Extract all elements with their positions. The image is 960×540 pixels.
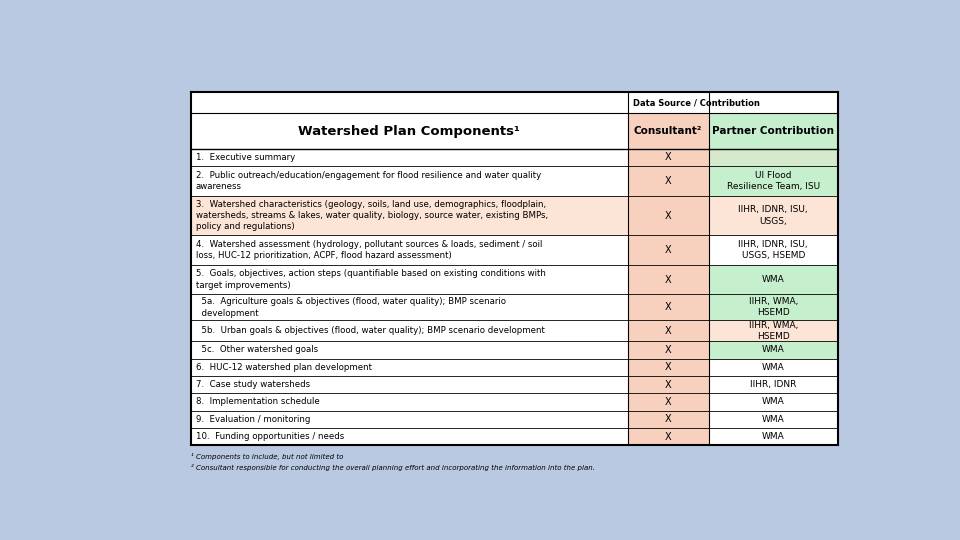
Bar <box>708 428 838 445</box>
Bar <box>191 428 628 445</box>
Text: 5a.  Agriculture goals & objectives (flood, water quality); BMP scenario
  devel: 5a. Agriculture goals & objectives (floo… <box>196 297 506 318</box>
Bar <box>708 359 838 376</box>
Text: IIHR, WMA,
HSEMD: IIHR, WMA, HSEMD <box>749 321 798 341</box>
Bar <box>191 149 628 166</box>
Text: 6.  HUC-12 watershed plan development: 6. HUC-12 watershed plan development <box>196 363 372 372</box>
Bar <box>191 294 628 320</box>
Bar <box>708 113 838 149</box>
Text: X: X <box>664 345 671 355</box>
Text: X: X <box>664 362 671 372</box>
Bar <box>628 149 708 166</box>
Bar <box>191 359 628 376</box>
Bar <box>191 166 628 195</box>
Bar <box>628 166 708 195</box>
Text: 3.  Watershed characteristics (geology, soils, land use, demographics, floodplai: 3. Watershed characteristics (geology, s… <box>196 200 548 232</box>
Text: X: X <box>664 152 671 163</box>
Text: 2.  Public outreach/education/engagement for flood resilience and water quality
: 2. Public outreach/education/engagement … <box>196 171 541 191</box>
Bar <box>628 341 708 359</box>
Text: X: X <box>664 380 671 389</box>
Text: 5c.  Other watershed goals: 5c. Other watershed goals <box>196 346 318 354</box>
Text: Partner Contribution: Partner Contribution <box>712 126 834 136</box>
Text: 5b.  Urban goals & objectives (flood, water quality); BMP scenario development: 5b. Urban goals & objectives (flood, wat… <box>196 326 544 335</box>
Bar <box>628 265 708 294</box>
Bar <box>708 376 838 393</box>
Text: IIHR, IDNR, ISU,
USGS,: IIHR, IDNR, ISU, USGS, <box>738 206 808 226</box>
Text: 4.  Watershed assessment (hydrology, pollutant sources & loads, sediment / soil
: 4. Watershed assessment (hydrology, poll… <box>196 240 542 260</box>
Text: WMA: WMA <box>762 275 784 284</box>
Text: X: X <box>664 414 671 424</box>
Text: WMA: WMA <box>762 346 784 354</box>
Bar <box>628 393 708 410</box>
Text: IIHR, IDNR: IIHR, IDNR <box>750 380 797 389</box>
Bar <box>628 113 708 149</box>
Bar <box>628 410 708 428</box>
Text: Consultant²: Consultant² <box>634 126 702 136</box>
Bar <box>191 341 628 359</box>
Text: X: X <box>664 211 671 220</box>
Bar <box>191 376 628 393</box>
Text: WMA: WMA <box>762 432 784 441</box>
Bar <box>191 235 628 265</box>
Bar <box>628 320 708 341</box>
Bar <box>708 294 838 320</box>
Bar <box>628 359 708 376</box>
Bar <box>628 376 708 393</box>
Bar <box>708 166 838 195</box>
Text: X: X <box>664 275 671 285</box>
Text: WMA: WMA <box>762 363 784 372</box>
Bar <box>708 341 838 359</box>
Text: Watershed Plan Components¹: Watershed Plan Components¹ <box>299 125 520 138</box>
Bar <box>628 195 708 235</box>
Bar <box>628 294 708 320</box>
Bar <box>191 113 628 149</box>
Bar <box>628 235 708 265</box>
Bar <box>708 235 838 265</box>
Text: X: X <box>664 397 671 407</box>
Bar <box>628 92 838 113</box>
Bar <box>708 149 838 166</box>
Bar <box>628 428 708 445</box>
Text: 7.  Case study watersheds: 7. Case study watersheds <box>196 380 310 389</box>
Text: X: X <box>664 302 671 313</box>
Text: X: X <box>664 326 671 336</box>
Text: 9.  Evaluation / monitoring: 9. Evaluation / monitoring <box>196 415 310 424</box>
Text: 5.  Goals, objectives, action steps (quantifiable based on existing conditions w: 5. Goals, objectives, action steps (quan… <box>196 269 546 290</box>
Bar <box>708 265 838 294</box>
Text: UI Flood
Resilience Team, ISU: UI Flood Resilience Team, ISU <box>727 171 820 191</box>
Bar <box>708 195 838 235</box>
Text: IIHR, WMA,
HSEMD: IIHR, WMA, HSEMD <box>749 298 798 318</box>
Bar <box>708 320 838 341</box>
Bar <box>191 393 628 410</box>
Text: WMA: WMA <box>762 397 784 407</box>
Text: X: X <box>664 431 671 442</box>
Bar <box>708 393 838 410</box>
Text: 8.  Implementation schedule: 8. Implementation schedule <box>196 397 320 407</box>
Bar <box>191 195 628 235</box>
Text: ² Consultant responsible for conducting the overall planning effort and incorpor: ² Consultant responsible for conducting … <box>191 464 594 471</box>
Bar <box>708 410 838 428</box>
Text: 1.  Executive summary: 1. Executive summary <box>196 153 295 162</box>
Text: X: X <box>664 176 671 186</box>
Text: 10.  Funding opportunities / needs: 10. Funding opportunities / needs <box>196 432 344 441</box>
Bar <box>191 410 628 428</box>
Text: ¹ Components to include, but not limited to: ¹ Components to include, but not limited… <box>191 453 343 460</box>
Text: Data Source / Contribution: Data Source / Contribution <box>633 98 759 107</box>
Text: X: X <box>664 245 671 255</box>
Bar <box>191 265 628 294</box>
Text: IIHR, IDNR, ISU,
USGS, HSEMD: IIHR, IDNR, ISU, USGS, HSEMD <box>738 240 808 260</box>
Bar <box>191 320 628 341</box>
Text: WMA: WMA <box>762 415 784 424</box>
Bar <box>191 92 628 113</box>
